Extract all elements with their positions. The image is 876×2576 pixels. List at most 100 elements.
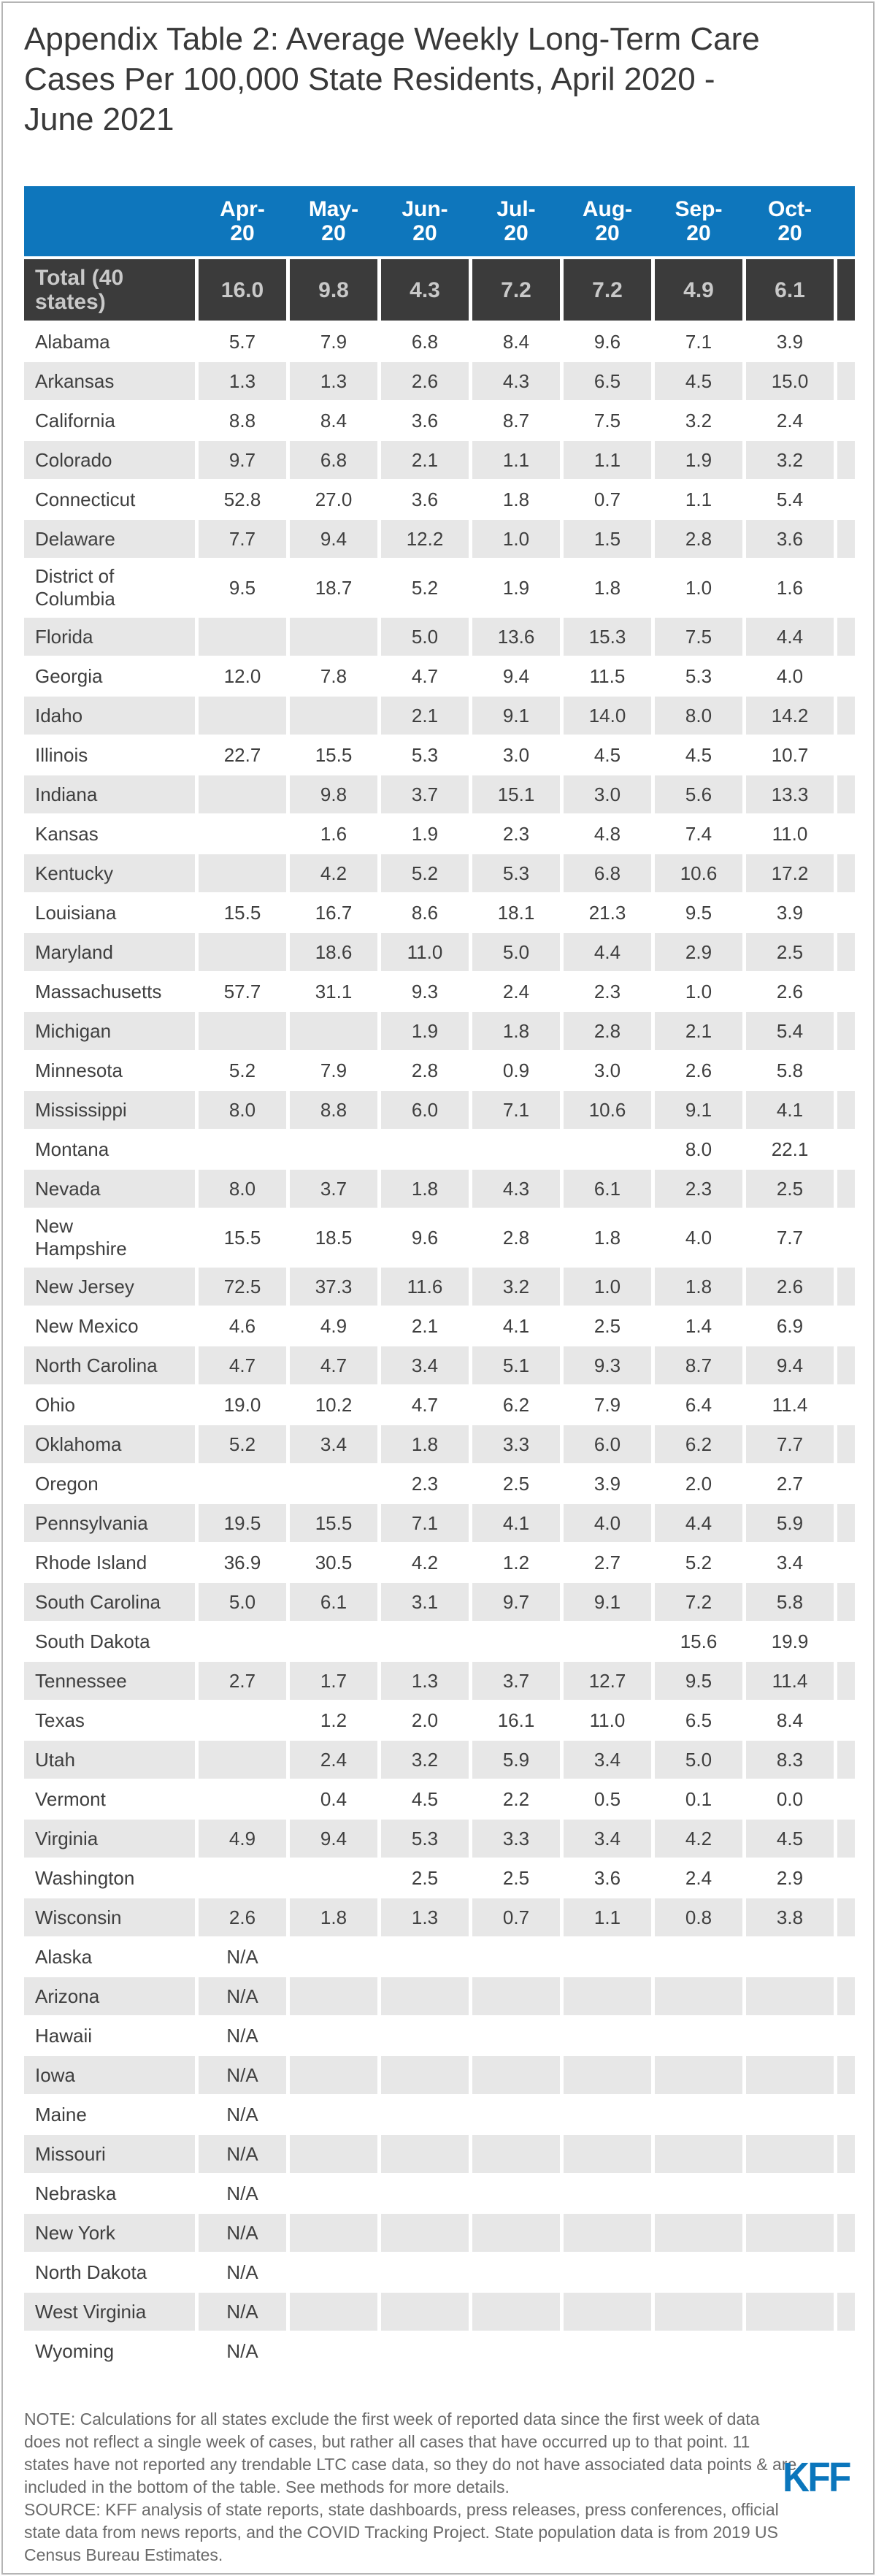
value-cell bbox=[199, 1130, 286, 1168]
table-row: Utah 2.4 3.2 5.9 3.4 5.0 8.3 bbox=[24, 1741, 855, 1779]
header-month-cell: Jul- 20 bbox=[496, 197, 536, 245]
value-cell: 2.5 bbox=[746, 1170, 834, 1208]
partial-column-cell bbox=[837, 1859, 855, 1897]
value-cell: 57.7 bbox=[199, 973, 286, 1011]
value-cell: 1.1 bbox=[472, 441, 560, 479]
value-cell bbox=[564, 2214, 651, 2252]
partial-column-cell bbox=[837, 2017, 855, 2055]
table-row: New Jersey 72.5 37.3 11.6 3.2 1.0 1.8 2.6 bbox=[24, 1268, 855, 1306]
state-name-cell: Hawaii bbox=[24, 2017, 195, 2055]
value-cell: 1.2 bbox=[472, 1544, 560, 1582]
value-cell: 4.7 bbox=[199, 1346, 286, 1384]
partial-column-cell bbox=[837, 1425, 855, 1463]
value-cell: 5.0 bbox=[472, 933, 560, 971]
value-cell bbox=[746, 2017, 834, 2055]
table-row: Louisiana 15.5 16.7 8.6 18.1 21.3 9.5 3.9 bbox=[24, 894, 855, 932]
value-cell: 7.2 bbox=[655, 1583, 742, 1621]
value-cell: 8.7 bbox=[655, 1346, 742, 1384]
partial-column-cell bbox=[837, 559, 855, 616]
value-cell bbox=[564, 2135, 651, 2173]
state-name-cell: California bbox=[24, 402, 195, 440]
value-cell bbox=[655, 2174, 742, 2212]
value-cell: 5.0 bbox=[381, 618, 469, 656]
table-row: New Hampshire 15.5 18.5 9.6 2.8 1.8 4.0 7.7 bbox=[24, 1209, 855, 1266]
state-name-cell: Maine bbox=[24, 2096, 195, 2134]
value-cell: 2.4 bbox=[472, 973, 560, 1011]
table-row: New York N/A bbox=[24, 2214, 855, 2252]
value-cell bbox=[564, 2056, 651, 2094]
value-cell: 2.4 bbox=[290, 1741, 377, 1779]
value-cell: 4.1 bbox=[472, 1307, 560, 1345]
header-month-cell: Oct- 20 bbox=[768, 197, 812, 245]
value-cell: 4.5 bbox=[655, 736, 742, 774]
value-cell: 2.1 bbox=[655, 1012, 742, 1050]
value-cell: 8.0 bbox=[199, 1091, 286, 1129]
value-cell: 9.8 bbox=[290, 775, 377, 813]
value-cell bbox=[199, 775, 286, 813]
state-name-cell: South Dakota bbox=[24, 1622, 195, 1660]
value-cell: 15.5 bbox=[290, 736, 377, 774]
value-cell bbox=[381, 2135, 469, 2173]
state-name-cell: Ohio bbox=[24, 1386, 195, 1424]
value-cell: 1.0 bbox=[655, 973, 742, 1011]
value-cell: 3.7 bbox=[472, 1662, 560, 1700]
value-cell: 30.5 bbox=[290, 1544, 377, 1582]
value-cell: 2.2 bbox=[472, 1780, 560, 1818]
value-cell bbox=[746, 2214, 834, 2252]
value-cell bbox=[381, 2017, 469, 2055]
value-cell: 1.2 bbox=[290, 1701, 377, 1739]
value-cell: 4.2 bbox=[655, 1820, 742, 1858]
table-row: Illinois 22.7 15.5 5.3 3.0 4.5 4.5 10.7 bbox=[24, 736, 855, 774]
value-cell bbox=[290, 1622, 377, 1660]
total-value-cell: 4.3 bbox=[381, 259, 469, 321]
total-partial-cell bbox=[837, 259, 855, 321]
partial-column-cell bbox=[837, 775, 855, 813]
value-cell bbox=[381, 2056, 469, 2094]
table-row: District of Columbia 9.5 18.7 5.2 1.9 1.8 1.0 1… bbox=[24, 559, 855, 616]
value-cell bbox=[655, 2253, 742, 2291]
value-cell: 15.1 bbox=[472, 775, 560, 813]
value-cell: 4.0 bbox=[564, 1504, 651, 1542]
state-name-cell: Nevada bbox=[24, 1170, 195, 1208]
partial-column-cell bbox=[837, 2332, 855, 2370]
value-cell: 2.8 bbox=[381, 1051, 469, 1089]
value-cell bbox=[746, 1938, 834, 1976]
partial-column-cell bbox=[837, 2214, 855, 2252]
value-cell bbox=[290, 2017, 377, 2055]
value-cell: 1.8 bbox=[564, 1209, 651, 1266]
state-name-cell: Nebraska bbox=[24, 2174, 195, 2212]
header-month-cell: Aug- 20 bbox=[582, 197, 633, 245]
value-cell: 52.8 bbox=[199, 480, 286, 518]
value-cell: 19.5 bbox=[199, 1504, 286, 1542]
partial-column-cell bbox=[837, 1091, 855, 1129]
partial-column-cell bbox=[837, 736, 855, 774]
partial-column-cell bbox=[837, 1130, 855, 1168]
table-row: Alaska N/A bbox=[24, 1938, 855, 1976]
table-row: Ohio 19.0 10.2 4.7 6.2 7.9 6.4 11.4 bbox=[24, 1386, 855, 1424]
value-cell: 8.7 bbox=[472, 402, 560, 440]
value-cell: 3.2 bbox=[472, 1268, 560, 1306]
value-cell: 2.1 bbox=[381, 697, 469, 735]
value-cell bbox=[655, 1938, 742, 1976]
state-name-cell: New Hampshire bbox=[24, 1209, 195, 1266]
value-cell: 22.1 bbox=[746, 1130, 834, 1168]
value-cell: 7.7 bbox=[746, 1425, 834, 1463]
value-cell: 8.3 bbox=[746, 1741, 834, 1779]
value-cell: N/A bbox=[199, 2174, 286, 2212]
value-cell: 4.7 bbox=[290, 1346, 377, 1384]
value-cell bbox=[290, 1977, 377, 2015]
table-row: New Mexico 4.6 4.9 2.1 4.1 2.5 1.4 6.9 bbox=[24, 1307, 855, 1345]
value-cell: 4.7 bbox=[381, 1386, 469, 1424]
value-cell: 2.5 bbox=[381, 1859, 469, 1897]
value-cell bbox=[472, 2293, 560, 2331]
value-cell: 1.9 bbox=[655, 441, 742, 479]
table-row: Wisconsin 2.6 1.8 1.3 0.7 1.1 0.8 3.8 bbox=[24, 1898, 855, 1936]
value-cell: 8.0 bbox=[199, 1170, 286, 1208]
value-cell bbox=[290, 2096, 377, 2134]
table-row: Oregon 2.3 2.5 3.9 2.0 2.7 bbox=[24, 1465, 855, 1503]
value-cell: 6.9 bbox=[746, 1307, 834, 1345]
value-cell bbox=[381, 2174, 469, 2212]
state-name-cell: Arizona bbox=[24, 1977, 195, 2015]
value-cell: N/A bbox=[199, 2017, 286, 2055]
table-row: Indiana 9.8 3.7 15.1 3.0 5.6 13.3 bbox=[24, 775, 855, 813]
